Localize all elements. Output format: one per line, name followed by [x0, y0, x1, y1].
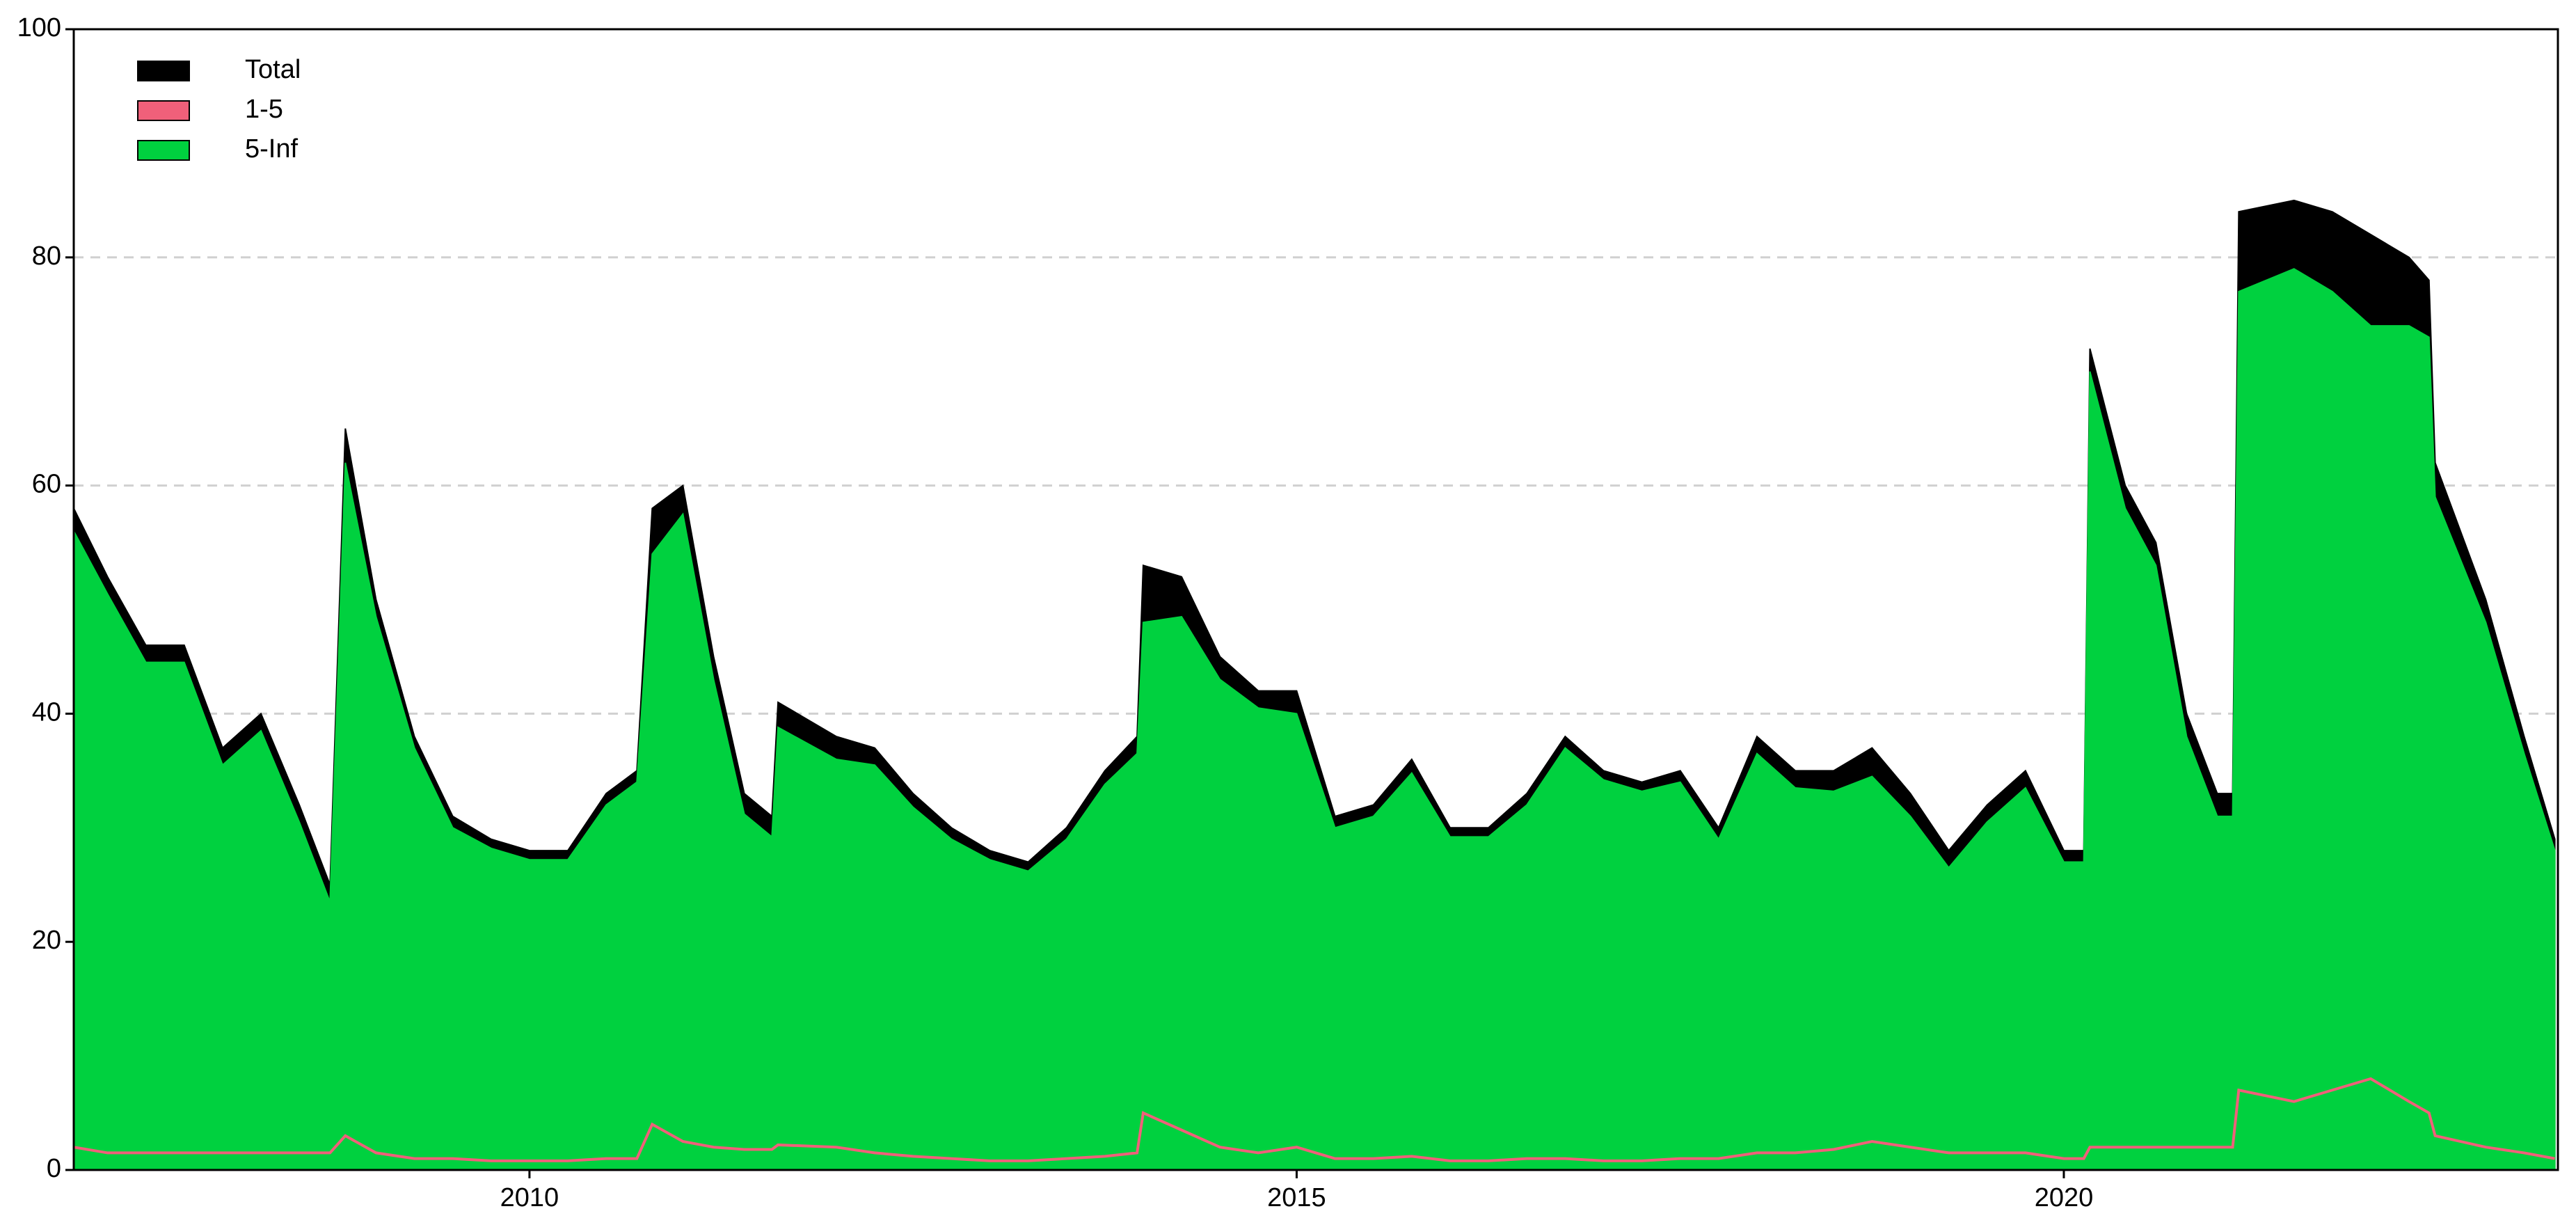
legend-label: 5-Inf	[245, 134, 298, 164]
legend-label: 1-5	[245, 95, 283, 124]
legend-label: Total	[245, 55, 301, 84]
legend-swatch	[137, 61, 190, 81]
y-tick-label: 40	[32, 697, 61, 727]
legend-swatch	[137, 140, 190, 161]
y-tick-label: 0	[47, 1154, 61, 1183]
y-tick-label: 100	[17, 13, 61, 42]
y-tick-label: 60	[32, 470, 61, 499]
x-tick-label: 2020	[2035, 1183, 2094, 1212]
y-tick-label: 80	[32, 242, 61, 271]
x-tick-label: 2015	[1267, 1183, 1326, 1212]
plot-frame	[72, 28, 2559, 1171]
legend-swatch	[137, 100, 190, 121]
area	[73, 268, 2556, 1171]
y-tick-label: 20	[32, 926, 61, 955]
line	[73, 1077, 2555, 1162]
x-tick-label: 2010	[500, 1183, 559, 1212]
